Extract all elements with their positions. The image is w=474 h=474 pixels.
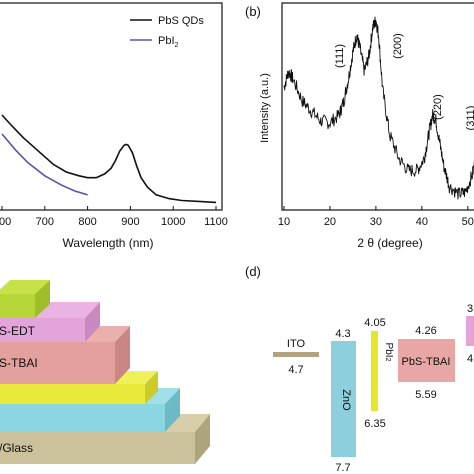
layer-cyan-side <box>165 388 180 432</box>
layer-yellow-side <box>145 371 158 404</box>
partial-bar <box>466 316 474 346</box>
series-line-pbs-qds <box>1 114 217 204</box>
layer-pbs-tbai-side <box>115 326 130 384</box>
layer-top-electrode-side <box>35 280 50 318</box>
layer-pbs-edt-label: S-EDT <box>0 324 36 338</box>
layer-pbs-edt-side <box>85 302 100 342</box>
x-tick-label: 900 <box>121 216 139 228</box>
x-tick-label: 1100 <box>204 216 228 228</box>
ito-value: 4.7 <box>288 364 303 376</box>
device-stack: /Glass S-TBAI S-EDT <box>0 280 210 464</box>
zno-bottom-value: 7.7 <box>335 462 350 474</box>
energy-diagram: (d) ITO 4.7 4.3 ZnO 7.7 4.05 PbI2 6.35 4… <box>245 264 474 474</box>
peak-label-200: (200) <box>392 33 404 59</box>
x-tick-label: 600 <box>0 216 11 228</box>
pbi2-bar <box>371 331 378 411</box>
layer-pbs-tbai-label: S-TBAI <box>0 356 38 370</box>
legend-label-pbs-qds: PbS QDs <box>158 15 204 27</box>
layer-pbs-edt-front <box>0 318 85 342</box>
legend-label-pbi2: PbI2 <box>158 35 179 49</box>
layer-pbs-tbai-front <box>0 342 115 384</box>
pbi2-bottom-value: 6.35 <box>364 418 385 430</box>
zno-label: ZnO <box>340 389 352 411</box>
x-tick-label: 50 <box>462 216 474 228</box>
pbi2-top-value: 4.05 <box>364 317 385 329</box>
peak-label-111: (111) <box>334 44 346 68</box>
panel-b: (b) 10 20 30 40 50 Intensity (a.u.) 2 θ (deg… <box>245 2 474 250</box>
partial-level: 3. 4. <box>466 303 474 365</box>
legend: PbS QDs PbI2 <box>130 15 204 49</box>
zno-level: 4.3 ZnO 7.7 <box>331 328 356 474</box>
layer-glass-label: /Glass <box>0 441 33 455</box>
ito-bar <box>273 352 319 357</box>
panel-b-label: (b) <box>245 4 261 19</box>
series-line-pbi2 <box>1 133 88 196</box>
panel-a: 600 700 800 900 1000 1100 PbS QDs PbI2 Wavele… <box>0 2 228 250</box>
panel-b-x-axis-label: 2 θ (degree) <box>357 236 422 250</box>
layer-top-electrode-top <box>0 280 50 294</box>
layer-top-electrode <box>0 280 50 318</box>
panel-b-x-ticks: 10 20 30 40 50 <box>278 206 474 228</box>
peak-label-311: (311) <box>465 106 474 131</box>
xrd-pattern-line <box>283 16 474 200</box>
pbs-tbai-level: 4.26 PbS-TBAI 5.59 <box>398 325 455 401</box>
zno-bar <box>331 341 356 457</box>
panel-a-x-ticks: 600 700 800 900 1000 1100 <box>0 206 228 228</box>
x-tick-label: 700 <box>36 216 54 228</box>
layer-glass-front <box>0 432 195 464</box>
panel-a-axes-frame <box>0 2 223 211</box>
panel-a-x-axis-label: Wavelength (nm) <box>63 236 154 250</box>
zno-top-value: 4.3 <box>335 328 350 340</box>
panel-d-label: (d) <box>245 264 261 279</box>
layer-glass-side <box>195 414 210 464</box>
pbs-tbai-top-value: 4.26 <box>415 325 436 337</box>
panel-b-axes-frame <box>281 2 474 211</box>
layer-cyan-front <box>0 404 165 432</box>
x-tick-label: 800 <box>78 216 96 228</box>
ito-level: ITO 4.7 <box>273 338 319 376</box>
pbs-tbai-bottom-value: 5.59 <box>415 389 436 401</box>
x-tick-label: 1000 <box>161 216 185 228</box>
pbi2-level: 4.05 PbI2 6.35 <box>364 317 394 430</box>
partial-top-value: 3. <box>467 303 474 315</box>
partial-bottom-value: 4. <box>467 353 474 365</box>
x-tick-label: 20 <box>324 216 336 228</box>
pbs-tbai-label: PbS-TBAI <box>402 356 451 368</box>
x-tick-label: 40 <box>416 216 428 228</box>
ito-label: ITO <box>287 338 306 350</box>
peak-label-220: (220) <box>432 94 444 120</box>
panel-b-y-axis-label: Intensity (a.u.) <box>259 73 271 143</box>
x-tick-label: 10 <box>278 216 290 228</box>
pbi2-label: PbI2 <box>383 343 394 362</box>
x-tick-label: 30 <box>370 216 382 228</box>
pbs-tbai-bar <box>398 339 455 382</box>
layer-top-electrode-front <box>0 294 35 318</box>
layer-yellow-front <box>0 384 145 404</box>
